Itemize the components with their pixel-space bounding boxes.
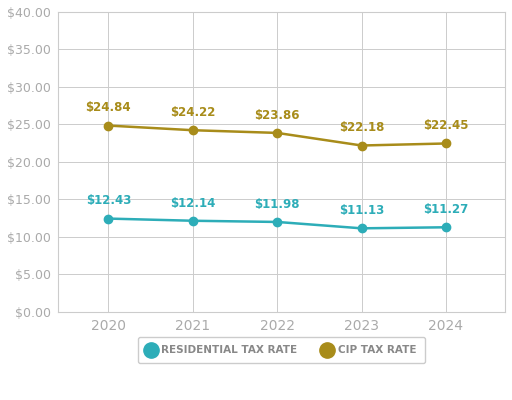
Text: $24.22: $24.22 — [170, 106, 216, 119]
Text: $22.18: $22.18 — [339, 121, 385, 134]
Text: $12.43: $12.43 — [86, 194, 131, 208]
Text: $24.84: $24.84 — [86, 102, 131, 114]
Text: $23.86: $23.86 — [254, 109, 300, 122]
Text: $11.27: $11.27 — [423, 203, 468, 216]
Text: $11.98: $11.98 — [254, 198, 300, 211]
Text: $11.13: $11.13 — [339, 204, 384, 217]
Legend: RESIDENTIAL TAX RATE, CIP TAX RATE: RESIDENTIAL TAX RATE, CIP TAX RATE — [138, 337, 424, 364]
Text: $12.14: $12.14 — [170, 197, 216, 210]
Text: $22.45: $22.45 — [423, 119, 468, 132]
